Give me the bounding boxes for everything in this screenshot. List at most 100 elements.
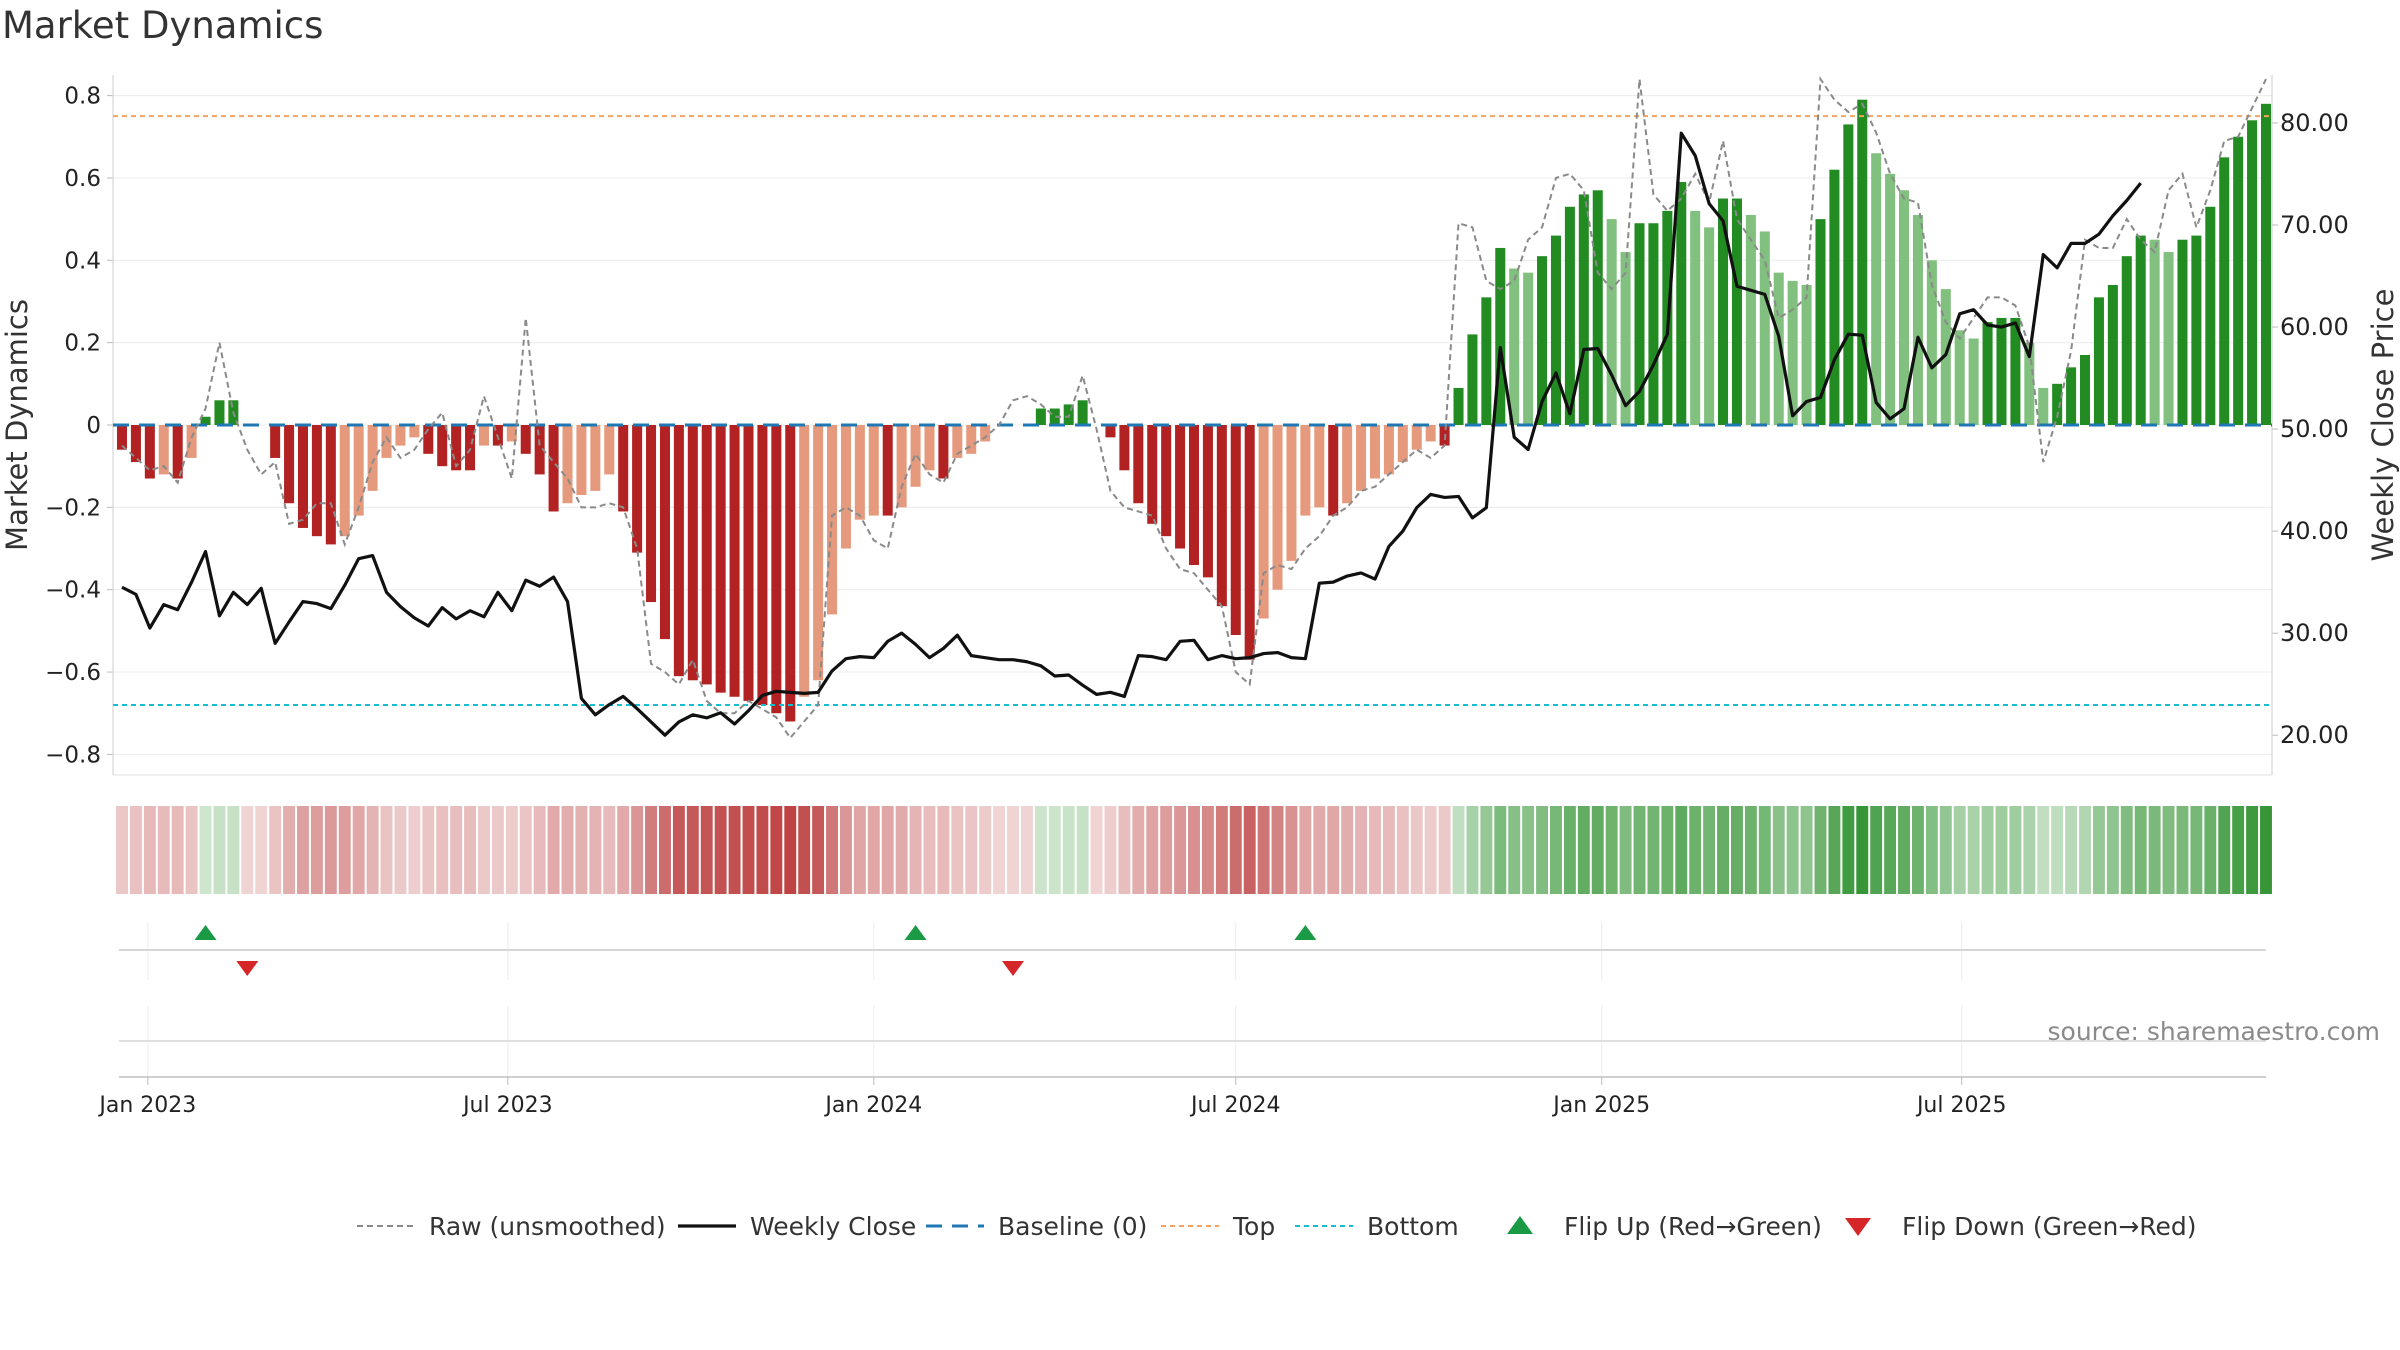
dynamics-bar — [1467, 334, 1478, 425]
dynamics-bar — [1745, 215, 1756, 425]
dynamics-bar — [1481, 297, 1492, 425]
dynamics-bar — [1564, 206, 1575, 425]
dynamics-bar — [1133, 425, 1144, 504]
dynamics-bar — [2038, 387, 2049, 425]
heat-strip-cell — [672, 806, 685, 894]
heat-strip-cell — [1174, 806, 1187, 894]
heat-strip-cell — [1633, 806, 1646, 894]
dynamics-bar — [534, 425, 545, 475]
heat-strip-cell — [728, 806, 741, 894]
dynamics-bar — [1244, 425, 1255, 660]
dynamics-bar — [1578, 194, 1589, 425]
left-tick-label: −0.4 — [45, 578, 101, 604]
heat-strip-cell — [714, 806, 727, 894]
heat-strip-cell — [839, 806, 852, 894]
heat-strip-cell — [1396, 806, 1409, 894]
flip-up-marker — [194, 925, 217, 940]
heat-strip-cell — [519, 806, 532, 894]
heat-strip-cell — [324, 806, 337, 894]
dynamics-bar — [1815, 219, 1826, 425]
heat-strip-cell — [993, 806, 1006, 894]
heat-strip-cell — [1355, 806, 1368, 894]
dynamics-bar — [2024, 342, 2035, 425]
heat-strip-cell — [2232, 806, 2245, 894]
dynamics-bar — [1119, 425, 1130, 471]
heat-strip-cell — [1382, 806, 1395, 894]
heat-strip-cell — [603, 806, 616, 894]
left-tick-label: 0 — [86, 413, 101, 439]
heat-strip-cell — [826, 806, 838, 894]
dynamics-bar — [548, 425, 559, 512]
dynamics-bar — [2093, 297, 2104, 425]
heat-strip-cell — [979, 806, 992, 894]
heat-strip-cell — [867, 806, 880, 894]
heat-strip-cell — [2106, 806, 2119, 894]
heat-strip-cell — [310, 806, 323, 894]
heat-strip-cell — [1605, 806, 1618, 894]
heat-strip-cell — [1870, 806, 1883, 894]
heat-strip-cell — [881, 806, 894, 894]
dynamics-bar — [1926, 260, 1937, 425]
heat-strip-cell — [1981, 806, 1994, 894]
heat-strip-cell — [965, 806, 978, 894]
heat-strip-cell — [1925, 806, 1938, 894]
heat-strip-cell — [1313, 806, 1326, 894]
heat-strip-cell — [2162, 806, 2175, 894]
heat-strip-cell — [283, 806, 296, 894]
heat-strip-cell — [2204, 806, 2217, 894]
heat-strip-cell — [2051, 806, 2064, 894]
dynamics-bar — [1425, 425, 1436, 442]
heat-strip-cell — [2037, 806, 2050, 894]
dynamics-bar — [2107, 285, 2118, 425]
right-tick-label: 80.00 — [2280, 109, 2349, 137]
heat-strip-cell — [1758, 806, 1771, 894]
heat-strip-cell — [199, 806, 212, 894]
heat-strip-cell — [505, 806, 518, 894]
dynamics-bar — [2080, 355, 2091, 425]
dynamics-bar — [1147, 425, 1158, 524]
legend-swatch-flip-up — [1507, 1216, 1533, 1234]
heat-strip-cell — [1076, 806, 1089, 894]
dynamics-bar — [743, 425, 754, 701]
dynamics-bar — [882, 425, 893, 516]
dynamics-bar — [172, 425, 183, 479]
left-tick-label: −0.6 — [45, 660, 101, 686]
heat-strip-cell — [1034, 806, 1047, 894]
dynamics-bar — [1996, 317, 2007, 425]
heat-strip-cell — [1048, 806, 1061, 894]
dynamics-bar — [1077, 400, 1088, 425]
heat-strip-cell — [2260, 806, 2272, 894]
heat-strip-cell — [1007, 806, 1019, 894]
dynamics-bar — [2066, 367, 2077, 425]
left-tick-label: 0.4 — [64, 248, 101, 274]
heat-strip-cell — [1689, 806, 1702, 894]
heat-strip-cell — [645, 806, 657, 894]
dynamics-bar — [1592, 190, 1603, 425]
heat-strip-cell — [1661, 806, 1674, 894]
dynamics-bar — [367, 425, 378, 491]
dynamics-bar — [590, 425, 601, 491]
heat-strip-cell — [227, 806, 240, 894]
heat-strip-cell — [269, 806, 282, 894]
dynamics-bar — [1035, 408, 1046, 425]
dynamics-bar — [1690, 210, 1701, 425]
dynamics-bar — [952, 425, 963, 458]
dynamics-bar — [1523, 272, 1534, 425]
legend-label: Raw (unsmoothed) — [429, 1212, 666, 1241]
heat-strip-cell — [1452, 806, 1465, 894]
heat-strip-cell — [2092, 806, 2105, 894]
dynamics-bar — [1676, 182, 1687, 425]
heat-strip-cell — [1898, 806, 1910, 894]
right-tick-label: 50.00 — [2280, 415, 2349, 443]
dynamics-bar — [1049, 408, 1060, 425]
heat-strip-cell — [1911, 806, 1924, 894]
dynamics-bar — [840, 425, 851, 549]
heat-strip-cell — [923, 806, 936, 894]
dynamics-bar — [1272, 425, 1283, 590]
dynamics-bar — [1453, 387, 1464, 425]
heat-strip-cell — [1188, 806, 1200, 894]
heat-strip-cell — [533, 806, 546, 894]
legend-swatch-flip-down — [1845, 1218, 1871, 1236]
heat-strip-cell — [1536, 806, 1549, 894]
